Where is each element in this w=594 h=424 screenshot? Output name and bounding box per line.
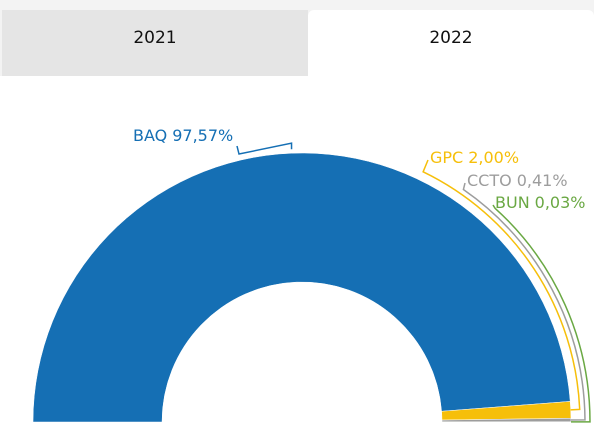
slice <box>32 152 571 423</box>
data-label: BUN 0,03% <box>495 193 585 212</box>
leader-line <box>492 204 591 423</box>
label-value: 0,41% <box>517 171 568 190</box>
data-label: CCTO 0,41% <box>467 171 568 190</box>
label-name: BUN <box>495 193 530 212</box>
label-name: CCTO <box>467 171 512 190</box>
label-value: 97,57% <box>172 126 233 145</box>
data-label: GPC 2,00% <box>430 148 519 167</box>
label-name: BAQ <box>133 126 167 145</box>
leader-line <box>236 142 293 155</box>
leader-line <box>462 182 586 421</box>
data-label: BAQ 97,57% <box>133 126 233 145</box>
tab-active[interactable]: 2022 <box>308 10 594 76</box>
tab[interactable]: 2021 <box>2 10 308 76</box>
label-value: 0,03% <box>535 193 586 212</box>
leader-line <box>422 159 581 411</box>
label-name: GPC <box>430 148 463 167</box>
label-value: 2,00% <box>468 148 519 167</box>
tab-bar: 2021 2022 <box>0 0 594 76</box>
